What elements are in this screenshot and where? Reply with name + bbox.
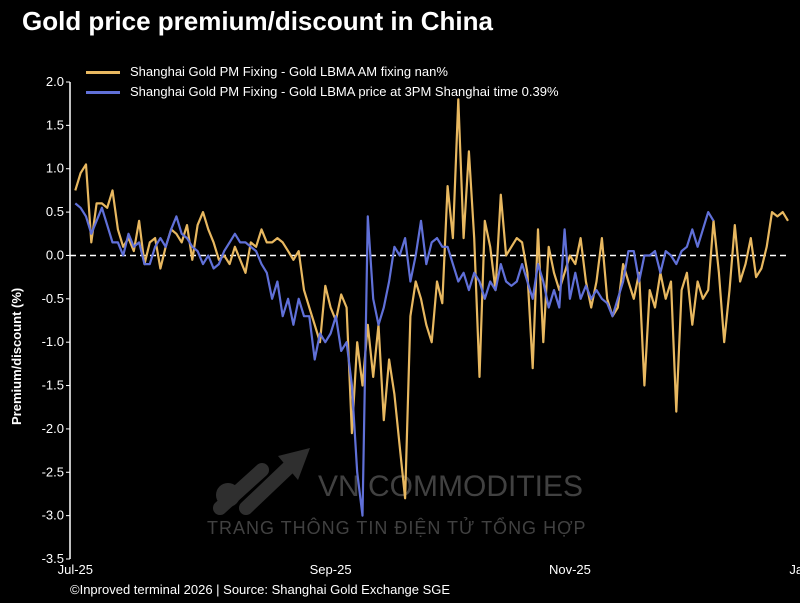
series-group — [74, 98, 789, 517]
watermark: VN COMMODITIES TRANG THÔNG TIN ĐIỆN TỬ T… — [207, 448, 587, 538]
y-tick-label: -1.5 — [42, 378, 64, 393]
watermark-line2: TRANG THÔNG TIN ĐIỆN TỬ TỔNG HỢP — [207, 517, 587, 538]
legend-item-am-fixing: Shanghai Gold PM Fixing - Gold LBMA AM f… — [86, 62, 559, 82]
axes: 2.0 1.5 1.0 0.5 0.0 -0.5 -1.0 -1.5 -2.0 -2.5 -3.0 -… — [42, 74, 800, 577]
legend-label-3pm-price: Shanghai Gold PM Fixing - Gold LBMA pric… — [130, 84, 559, 99]
y-tick-label: 1.5 — [46, 117, 64, 132]
y-tick-label: 0.0 — [46, 247, 64, 262]
chart-title: Gold price premium/discount in China — [22, 6, 493, 36]
x-tick-label: Jul-25 — [58, 562, 93, 577]
series-line-3pm-price — [74, 202, 715, 517]
y-tick-label: -3.0 — [42, 508, 64, 523]
y-tick-label: -2.5 — [42, 464, 64, 479]
x-tick-label: Sep-25 — [310, 562, 352, 577]
source-footer: ©Inproved terminal 2026 | Source: Shangh… — [70, 582, 451, 597]
y-tick-label: -2.0 — [42, 421, 64, 436]
y-tick-label: 1.0 — [46, 161, 64, 176]
x-tick-label: Jan-26 — [789, 562, 800, 577]
legend-swatch-am-fixing — [86, 70, 120, 74]
legend-label-am-fixing: Shanghai Gold PM Fixing - Gold LBMA AM f… — [130, 64, 448, 79]
legend: Shanghai Gold PM Fixing - Gold LBMA AM f… — [86, 62, 559, 102]
y-tick-label: -1.0 — [42, 334, 64, 349]
legend-swatch-3pm-price — [86, 90, 120, 94]
y-tick-label: 0.5 — [46, 204, 64, 219]
legend-item-3pm-price: Shanghai Gold PM Fixing - Gold LBMA pric… — [86, 82, 559, 102]
series-line-am-fixing — [74, 98, 789, 500]
y-tick-label: -0.5 — [42, 291, 64, 306]
y-axis-label: Premium/discount (%) — [9, 288, 24, 425]
x-tick-label: Nov-25 — [549, 562, 591, 577]
y-tick-label: -3.5 — [42, 551, 64, 566]
watermark-logo-icon — [213, 448, 310, 515]
y-tick-label: 2.0 — [46, 74, 64, 89]
